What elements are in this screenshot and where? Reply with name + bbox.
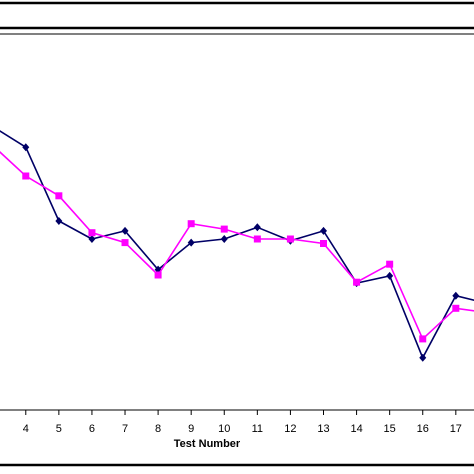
x-tick-label: 5 bbox=[56, 423, 62, 435]
series-2-point bbox=[154, 271, 162, 279]
x-axis-label: Test Number bbox=[174, 438, 241, 450]
x-tick-label: 14 bbox=[350, 423, 362, 435]
series-2-point bbox=[253, 235, 261, 243]
x-tick-label: 4 bbox=[23, 423, 29, 435]
x-tick-label: 17 bbox=[450, 423, 462, 435]
series-layer bbox=[0, 130, 474, 362]
x-tick-label: 10 bbox=[218, 423, 230, 435]
series-2-point bbox=[55, 192, 63, 200]
x-tick-label: 11 bbox=[252, 423, 263, 435]
x-tick-label: 13 bbox=[317, 423, 329, 435]
x-tick-label: 9 bbox=[188, 423, 194, 435]
series-2-point bbox=[286, 235, 294, 243]
series-2-point bbox=[187, 220, 195, 228]
x-tick-label: 8 bbox=[155, 423, 161, 435]
x-axis-ticks bbox=[25, 410, 457, 415]
series-1-point bbox=[452, 291, 460, 300]
series-1-point bbox=[22, 143, 30, 152]
series-2-point bbox=[121, 239, 129, 247]
x-tick-label: 16 bbox=[417, 423, 429, 435]
series-1-point bbox=[419, 353, 427, 362]
x-tick-label: 6 bbox=[89, 423, 95, 435]
series-2-point bbox=[22, 172, 30, 180]
series-1 bbox=[0, 130, 474, 362]
series-2-point bbox=[320, 240, 327, 247]
series-2 bbox=[0, 151, 474, 343]
series-1-point bbox=[187, 238, 195, 247]
series-1-point bbox=[320, 226, 327, 235]
series-1-point bbox=[55, 217, 63, 225]
series-2-point bbox=[220, 225, 228, 233]
plot-area bbox=[0, 33, 474, 411]
series-1-point bbox=[253, 223, 261, 232]
series-2-point bbox=[452, 304, 460, 312]
series-2-point bbox=[353, 278, 361, 286]
series-1-point bbox=[121, 226, 129, 235]
series-1-point bbox=[386, 271, 394, 280]
series-2-line bbox=[0, 151, 474, 341]
series-2-point bbox=[386, 260, 394, 268]
series-1-point bbox=[88, 235, 96, 243]
x-tick-label: 15 bbox=[384, 423, 396, 435]
x-tick-label: 12 bbox=[284, 423, 296, 435]
x-axis-tick-labels: 4 5 6 7 8 9 10 11 12 13 14 15 16 17 bbox=[23, 423, 462, 435]
series-1-line bbox=[0, 130, 474, 360]
series-1-point bbox=[220, 235, 228, 243]
series-2-point bbox=[88, 229, 96, 237]
series-2-point bbox=[419, 335, 427, 343]
x-tick-label: 7 bbox=[122, 423, 128, 435]
